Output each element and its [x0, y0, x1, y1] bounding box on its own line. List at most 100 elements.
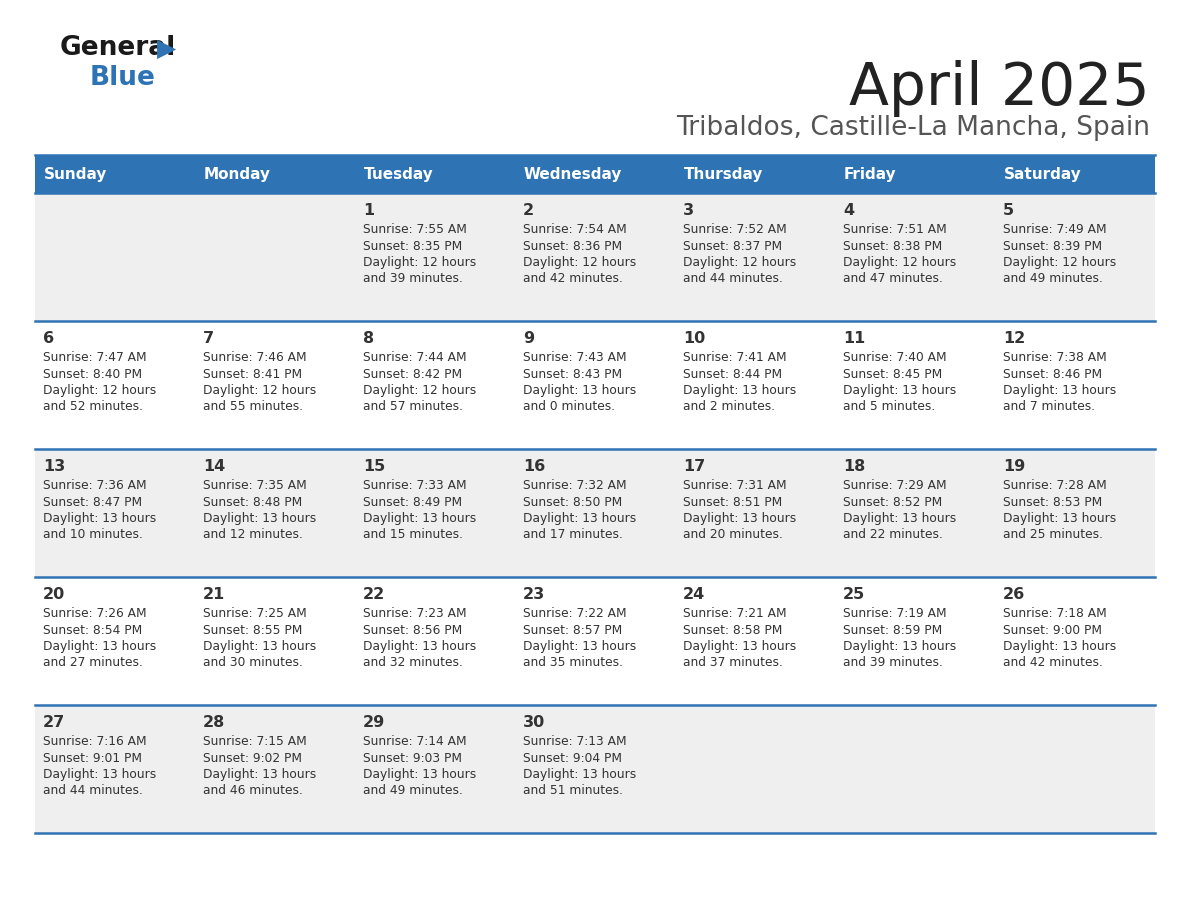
Text: Sunrise: 7:40 AM: Sunrise: 7:40 AM — [843, 351, 947, 364]
Text: 16: 16 — [523, 459, 545, 474]
Text: Daylight: 13 hours: Daylight: 13 hours — [43, 512, 157, 525]
Text: Sunset: 8:44 PM: Sunset: 8:44 PM — [683, 367, 782, 380]
Text: and 7 minutes.: and 7 minutes. — [1003, 400, 1095, 413]
Text: and 32 minutes.: and 32 minutes. — [364, 656, 463, 669]
Text: 21: 21 — [203, 587, 226, 602]
Text: Sunset: 8:54 PM: Sunset: 8:54 PM — [43, 623, 143, 636]
Text: and 20 minutes.: and 20 minutes. — [683, 529, 783, 542]
Text: Daylight: 13 hours: Daylight: 13 hours — [203, 512, 316, 525]
Text: Sunrise: 7:25 AM: Sunrise: 7:25 AM — [203, 607, 307, 620]
Text: 5: 5 — [1003, 203, 1015, 218]
Text: and 22 minutes.: and 22 minutes. — [843, 529, 943, 542]
Text: 11: 11 — [843, 331, 865, 346]
Text: and 55 minutes.: and 55 minutes. — [203, 400, 303, 413]
Text: Monday: Monday — [204, 166, 271, 182]
Text: Sunrise: 7:21 AM: Sunrise: 7:21 AM — [683, 607, 786, 620]
Text: Daylight: 13 hours: Daylight: 13 hours — [1003, 384, 1117, 397]
Text: Sunset: 8:53 PM: Sunset: 8:53 PM — [1003, 496, 1102, 509]
Bar — [34, 449, 1155, 577]
Text: Daylight: 12 hours: Daylight: 12 hours — [1003, 256, 1117, 269]
Text: Sunset: 8:48 PM: Sunset: 8:48 PM — [203, 496, 302, 509]
Text: 6: 6 — [43, 331, 55, 346]
Text: Sunset: 8:43 PM: Sunset: 8:43 PM — [523, 367, 623, 380]
Text: Daylight: 13 hours: Daylight: 13 hours — [203, 768, 316, 781]
Text: Daylight: 12 hours: Daylight: 12 hours — [364, 256, 476, 269]
Text: Sunset: 8:56 PM: Sunset: 8:56 PM — [364, 623, 462, 636]
Text: Sunset: 8:50 PM: Sunset: 8:50 PM — [523, 496, 623, 509]
Text: Daylight: 13 hours: Daylight: 13 hours — [43, 640, 157, 653]
Bar — [34, 193, 1155, 321]
Text: Sunrise: 7:55 AM: Sunrise: 7:55 AM — [364, 223, 467, 236]
Text: and 15 minutes.: and 15 minutes. — [364, 529, 463, 542]
Text: Sunset: 8:55 PM: Sunset: 8:55 PM — [203, 623, 303, 636]
Text: Sunset: 8:45 PM: Sunset: 8:45 PM — [843, 367, 942, 380]
Text: 3: 3 — [683, 203, 694, 218]
Text: Sunrise: 7:26 AM: Sunrise: 7:26 AM — [43, 607, 146, 620]
Text: and 0 minutes.: and 0 minutes. — [523, 400, 615, 413]
Text: Sunrise: 7:18 AM: Sunrise: 7:18 AM — [1003, 607, 1107, 620]
Text: Sunset: 8:51 PM: Sunset: 8:51 PM — [683, 496, 782, 509]
Text: and 57 minutes.: and 57 minutes. — [364, 400, 463, 413]
Text: 29: 29 — [364, 715, 385, 730]
Text: and 5 minutes.: and 5 minutes. — [843, 400, 935, 413]
Text: and 44 minutes.: and 44 minutes. — [43, 785, 143, 798]
Text: and 49 minutes.: and 49 minutes. — [364, 785, 463, 798]
Text: Sunrise: 7:36 AM: Sunrise: 7:36 AM — [43, 479, 146, 492]
Text: Daylight: 13 hours: Daylight: 13 hours — [523, 640, 637, 653]
Text: Daylight: 13 hours: Daylight: 13 hours — [683, 512, 796, 525]
Text: Sunset: 8:46 PM: Sunset: 8:46 PM — [1003, 367, 1102, 380]
Text: Sunrise: 7:35 AM: Sunrise: 7:35 AM — [203, 479, 307, 492]
Text: 9: 9 — [523, 331, 535, 346]
Text: 30: 30 — [523, 715, 545, 730]
Text: 25: 25 — [843, 587, 865, 602]
Text: 26: 26 — [1003, 587, 1025, 602]
Text: 12: 12 — [1003, 331, 1025, 346]
Text: Daylight: 13 hours: Daylight: 13 hours — [364, 640, 476, 653]
Text: 10: 10 — [683, 331, 706, 346]
Text: 20: 20 — [43, 587, 65, 602]
Bar — [675, 155, 835, 193]
Text: Sunset: 8:35 PM: Sunset: 8:35 PM — [364, 240, 462, 252]
Text: Sunrise: 7:49 AM: Sunrise: 7:49 AM — [1003, 223, 1107, 236]
Text: Sunset: 9:03 PM: Sunset: 9:03 PM — [364, 752, 462, 765]
Text: Daylight: 13 hours: Daylight: 13 hours — [43, 768, 157, 781]
Text: Sunrise: 7:31 AM: Sunrise: 7:31 AM — [683, 479, 786, 492]
Text: and 52 minutes.: and 52 minutes. — [43, 400, 143, 413]
Text: Daylight: 12 hours: Daylight: 12 hours — [203, 384, 316, 397]
Text: and 46 minutes.: and 46 minutes. — [203, 785, 303, 798]
Text: Daylight: 13 hours: Daylight: 13 hours — [364, 512, 476, 525]
Text: and 42 minutes.: and 42 minutes. — [523, 273, 623, 285]
Text: 13: 13 — [43, 459, 65, 474]
Text: April 2025: April 2025 — [849, 60, 1150, 117]
Text: Sunday: Sunday — [44, 166, 107, 182]
Text: Sunset: 9:02 PM: Sunset: 9:02 PM — [203, 752, 302, 765]
Text: Sunrise: 7:43 AM: Sunrise: 7:43 AM — [523, 351, 626, 364]
Text: 19: 19 — [1003, 459, 1025, 474]
Text: Sunrise: 7:46 AM: Sunrise: 7:46 AM — [203, 351, 307, 364]
Text: Sunset: 8:58 PM: Sunset: 8:58 PM — [683, 623, 783, 636]
Text: Sunset: 8:42 PM: Sunset: 8:42 PM — [364, 367, 462, 380]
Text: and 42 minutes.: and 42 minutes. — [1003, 656, 1102, 669]
Text: and 27 minutes.: and 27 minutes. — [43, 656, 143, 669]
Text: Sunrise: 7:14 AM: Sunrise: 7:14 AM — [364, 735, 467, 748]
Text: and 39 minutes.: and 39 minutes. — [364, 273, 463, 285]
Text: Sunrise: 7:33 AM: Sunrise: 7:33 AM — [364, 479, 467, 492]
Text: Saturday: Saturday — [1004, 166, 1082, 182]
Text: Daylight: 13 hours: Daylight: 13 hours — [843, 640, 956, 653]
Text: 27: 27 — [43, 715, 65, 730]
Bar — [34, 705, 1155, 833]
Text: Daylight: 12 hours: Daylight: 12 hours — [364, 384, 476, 397]
Text: Sunrise: 7:52 AM: Sunrise: 7:52 AM — [683, 223, 786, 236]
Text: 15: 15 — [364, 459, 385, 474]
Text: 8: 8 — [364, 331, 374, 346]
Text: Sunrise: 7:29 AM: Sunrise: 7:29 AM — [843, 479, 947, 492]
Text: Daylight: 12 hours: Daylight: 12 hours — [523, 256, 637, 269]
Text: Daylight: 13 hours: Daylight: 13 hours — [1003, 512, 1117, 525]
Text: and 35 minutes.: and 35 minutes. — [523, 656, 623, 669]
Text: and 25 minutes.: and 25 minutes. — [1003, 529, 1102, 542]
Text: Daylight: 13 hours: Daylight: 13 hours — [843, 384, 956, 397]
Text: Sunrise: 7:44 AM: Sunrise: 7:44 AM — [364, 351, 467, 364]
Text: Sunrise: 7:54 AM: Sunrise: 7:54 AM — [523, 223, 627, 236]
Text: Sunset: 8:36 PM: Sunset: 8:36 PM — [523, 240, 623, 252]
Text: Sunset: 8:52 PM: Sunset: 8:52 PM — [843, 496, 942, 509]
